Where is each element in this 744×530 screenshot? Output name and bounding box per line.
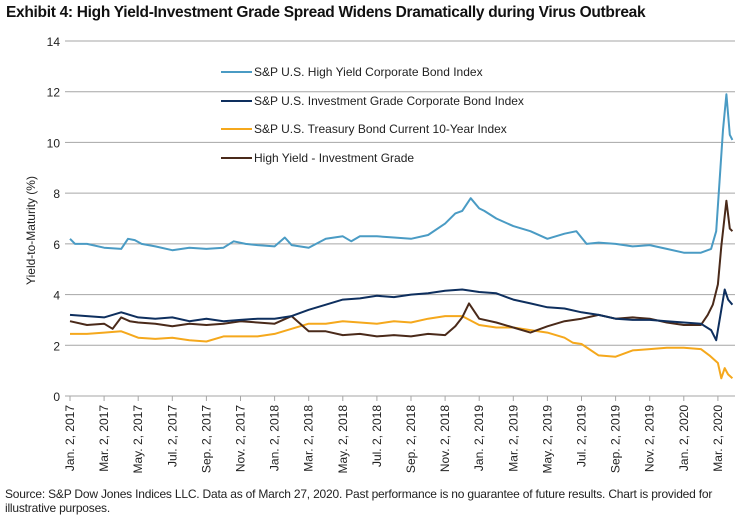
legend-label: High Yield - Investment Grade (254, 151, 414, 165)
series-line-3 (69, 199, 734, 338)
gridlines (70, 40, 735, 346)
y-tick-label: 12 (47, 86, 61, 100)
legend-label: S&P U.S. High Yield Corporate Bond Index (254, 65, 483, 79)
x-tick-label: Mar. 2, 2017 (97, 405, 111, 472)
legend-label: S&P U.S. Treasury Bond Current 10-Year I… (254, 122, 507, 136)
x-tick-label: May. 2, 2017 (131, 405, 145, 474)
y-tick-label: 14 (47, 35, 61, 49)
x-tick-label: Nov. 2, 2019 (643, 405, 657, 472)
x-tick-label: Mar. 2, 2019 (506, 405, 520, 472)
x-tick-label: Nov. 2, 2018 (438, 405, 452, 472)
x-tick-label: Mar. 2, 2018 (302, 405, 316, 472)
x-tick-label: May. 2, 2018 (336, 405, 350, 474)
x-tick-label: Jan. 2, 2020 (677, 405, 691, 471)
x-tick-label: Mar. 2, 2020 (711, 405, 725, 472)
x-tick-label: Sep. 2, 2019 (609, 405, 623, 473)
x-axis: Jan. 2, 2017 Mar. 2, 2017 May. 2, 2017 Jul.… (63, 395, 735, 474)
x-tick-label: Jan. 2, 2018 (268, 405, 282, 471)
y-tick-label: 6 (53, 238, 60, 252)
x-tick-label: Sep. 2, 2018 (404, 405, 418, 473)
series-lines (69, 93, 734, 380)
legend: S&P U.S. High Yield Corporate Bond Index… (221, 65, 524, 165)
y-tick-label: 8 (53, 187, 60, 201)
x-tick-label: May. 2, 2019 (540, 405, 554, 474)
chart-title: Exhibit 4: High Yield-Investment Grade S… (6, 4, 646, 21)
y-axis-title: Yield-to-Maturity (%) (24, 176, 38, 285)
y-tick-label: 10 (47, 136, 61, 150)
y-tick-label: 4 (53, 289, 60, 303)
x-tick-label: Jul. 2, 2018 (370, 405, 384, 467)
x-tick-label: Jan. 2, 2019 (472, 405, 486, 471)
x-tick-label: Jul. 2, 2019 (575, 405, 589, 467)
series-line-2 (70, 315, 734, 380)
legend-label: S&P U.S. Investment Grade Corporate Bond… (254, 94, 524, 108)
x-tick-label: Sep. 2, 2017 (199, 405, 213, 473)
y-axis-ticks: 0 2 4 6 8 10 12 14 (47, 35, 70, 404)
series-line-0 (69, 93, 734, 254)
y-tick-label: 0 (53, 390, 60, 404)
x-tick-label: Jul. 2, 2017 (165, 405, 179, 467)
y-tick-label: 2 (53, 339, 60, 353)
source-footnote: Source: S&P Dow Jones Indices LLC. Data … (5, 487, 713, 515)
x-tick-label: Jan. 2, 2017 (63, 405, 77, 471)
series-line-1 (69, 288, 734, 342)
x-tick-label: Nov. 2, 2017 (234, 405, 248, 472)
